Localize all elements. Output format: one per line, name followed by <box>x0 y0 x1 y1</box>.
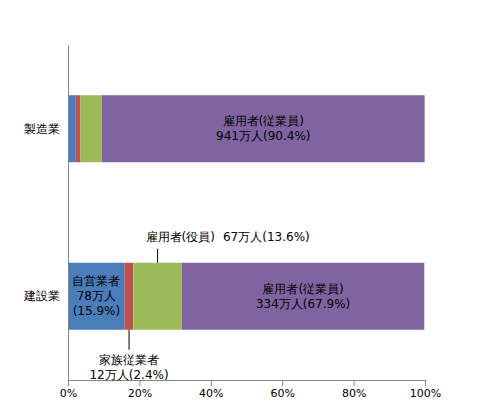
x-tick: 0% <box>60 380 77 400</box>
x-tick-label: 40% <box>199 387 223 400</box>
data-label-line: (15.9%) <box>73 304 120 318</box>
y-axis: 製造業建設業 <box>23 46 69 381</box>
x-tick: 100% <box>410 380 441 400</box>
bar-segment <box>68 263 125 330</box>
bar-segment <box>102 95 425 162</box>
data-label-line: 78万人 <box>77 289 116 303</box>
bar-segment <box>76 95 81 162</box>
x-tick-label: 80% <box>342 387 366 400</box>
x-tick-label: 0% <box>60 387 77 400</box>
x-axis: 0% 20% 40% 60% 80% 100% <box>60 380 441 400</box>
data-label-line: 67万人(13.6%) <box>223 230 310 244</box>
x-tick: 60% <box>270 380 294 400</box>
x-tick: 20% <box>128 380 152 400</box>
bar-segment <box>133 263 182 330</box>
y-tick: 製造業 <box>24 122 60 136</box>
x-tick: 40% <box>199 380 223 400</box>
data-label-line: 自営業者 <box>72 274 120 288</box>
x-tick: 80% <box>342 380 366 400</box>
leader-line <box>129 330 130 350</box>
x-tick-label: 100% <box>410 387 441 400</box>
data-label-line: 雇用者(役員) <box>146 230 215 244</box>
data-label: 雇用者(従業員)941万人(90.4%) <box>216 114 310 143</box>
data-labels: 自営業者78万人(15.9%) 家族従業者12万人(2.4%) 雇用者(役員) 67万… <box>72 114 350 382</box>
data-label: 自営業者78万人(15.9%) <box>72 274 120 318</box>
bar-segment <box>125 263 134 330</box>
data-label: 家族従業者12万人(2.4%) <box>89 353 168 382</box>
bars <box>68 95 425 330</box>
bar-segment <box>80 95 101 162</box>
chart-container: 0% 20% 40% 60% 80% 100% 製造業建設業自営業者78万人(15.9%) 家… <box>0 0 500 417</box>
data-label-line: 家族従業者 <box>99 353 159 367</box>
leader-line <box>157 249 158 263</box>
data-label: 雇用者(従業員)334万人(67.9%) <box>256 282 350 311</box>
data-label-line: 雇用者(従業員) <box>223 114 304 128</box>
data-label: 雇用者(役員) 67万人(13.6%) <box>146 230 310 244</box>
bar-segment <box>182 263 424 330</box>
y-tick: 建設業 <box>23 289 60 303</box>
category-label: 建設業 <box>23 289 60 303</box>
data-label-line: 941万人(90.4%) <box>216 129 310 143</box>
x-tick-label: 60% <box>270 387 294 400</box>
x-tick-label: 20% <box>128 387 152 400</box>
bar-segment <box>68 95 76 162</box>
x-tick-mark <box>425 380 426 386</box>
x-tick-mark <box>68 380 69 386</box>
x-tick-mark <box>354 380 355 386</box>
category-label: 製造業 <box>24 122 60 136</box>
data-label-line: 334万人(67.9%) <box>256 297 350 311</box>
x-tick-mark <box>211 380 212 386</box>
data-label-line: 雇用者(従業員) <box>262 282 343 296</box>
x-tick-mark <box>282 380 283 386</box>
y-axis-line <box>68 46 69 381</box>
chart-svg: 0% 20% 40% 60% 80% 100% 製造業建設業自営業者78万人(15.9%) 家… <box>0 0 500 417</box>
data-label-line: 12万人(2.4%) <box>89 368 168 382</box>
